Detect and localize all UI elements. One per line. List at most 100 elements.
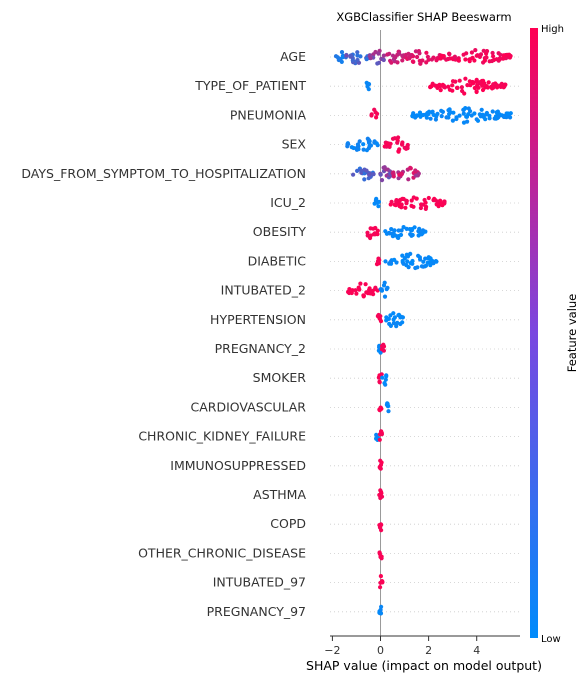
shap-point — [438, 88, 443, 93]
shap-point — [476, 85, 481, 90]
shap-point — [442, 85, 447, 90]
shap-point — [452, 55, 457, 60]
shap-point — [446, 84, 451, 89]
shap-point — [404, 198, 409, 203]
shap-point — [490, 109, 495, 114]
shap-point — [381, 57, 386, 63]
feature-label: DAYS_FROM_SYMPTOM_TO_HOSPITALIZATION — [21, 166, 306, 181]
shap-point — [359, 168, 364, 173]
shap-point — [378, 525, 383, 530]
shap-point — [437, 82, 442, 87]
shap-point — [454, 85, 460, 90]
shap-point — [408, 251, 413, 256]
shap-point — [373, 285, 378, 290]
shap-point — [421, 112, 426, 118]
shap-point — [430, 109, 435, 114]
shap-point — [497, 57, 502, 62]
feature-label: CARDIOVASCULAR — [191, 399, 307, 414]
shap-point — [389, 199, 394, 204]
shap-point — [432, 196, 437, 201]
shap-point — [414, 113, 420, 118]
feature-label: COPD — [270, 516, 306, 531]
shap-point — [469, 50, 474, 55]
feature-label: ICU_2 — [270, 195, 306, 210]
shap-point — [418, 205, 423, 211]
shap-point — [413, 265, 418, 271]
shap-point — [424, 50, 429, 55]
shap-point — [395, 140, 400, 145]
shap-point — [356, 285, 361, 290]
shap-point — [463, 106, 468, 111]
shap-point — [375, 61, 380, 66]
shap-point — [484, 110, 489, 116]
shap-point — [450, 79, 456, 84]
shap-point — [477, 112, 482, 117]
shap-point — [463, 57, 468, 62]
shap-point — [393, 55, 398, 60]
shap-point — [364, 168, 369, 173]
shap-point — [450, 118, 455, 123]
shap-point — [388, 141, 393, 146]
colorbar-title: Feature value — [565, 294, 576, 373]
shap-point — [381, 344, 386, 349]
shap-point — [381, 165, 386, 170]
shap-point — [477, 80, 482, 85]
shap-point — [505, 111, 510, 116]
shap-point — [418, 61, 423, 66]
shap-point — [426, 195, 431, 201]
shap-point — [496, 114, 501, 119]
shap-point — [349, 290, 354, 296]
shap-point — [491, 54, 496, 59]
shap-point — [367, 172, 372, 177]
shap-point — [376, 204, 381, 209]
shap-point — [378, 172, 383, 177]
shap-point — [379, 429, 384, 434]
shap-point — [381, 348, 386, 353]
shap-point — [357, 139, 362, 144]
feature-label: DIABETIC — [248, 253, 307, 268]
shap-point — [415, 54, 420, 60]
shap-point — [385, 141, 390, 146]
shap-point — [383, 259, 388, 264]
shap-point — [501, 56, 506, 61]
shap-point — [354, 291, 359, 296]
shap-point — [344, 53, 349, 58]
shap-point — [498, 52, 503, 57]
shap-point — [353, 288, 358, 293]
shap-point — [367, 286, 372, 291]
shap-point — [376, 51, 381, 56]
shap-point — [480, 83, 485, 88]
feature-label: OBESITY — [253, 224, 307, 239]
shap-point — [447, 107, 452, 112]
shap-point — [396, 312, 402, 317]
shap-point — [423, 200, 428, 205]
shap-point — [417, 51, 422, 56]
shap-point — [378, 585, 383, 590]
shap-point — [495, 85, 500, 90]
shap-point — [355, 142, 360, 147]
shap-point — [439, 53, 444, 58]
shap-point — [439, 108, 444, 113]
shap-point — [361, 142, 366, 147]
shap-point — [391, 317, 396, 322]
x-tick-label: 2 — [425, 644, 432, 657]
shap-point — [379, 178, 385, 183]
shap-point — [501, 114, 506, 119]
shap-point — [447, 52, 452, 57]
shap-point — [460, 88, 465, 94]
feature-label: PREGNANCY_2 — [215, 341, 306, 356]
shap-point — [363, 282, 368, 287]
shap-point — [377, 316, 382, 321]
shap-point — [461, 120, 467, 125]
shap-point — [375, 111, 380, 116]
shap-point — [375, 232, 380, 237]
shap-point — [361, 147, 366, 152]
shap-point — [391, 174, 396, 179]
shap-point — [377, 373, 382, 378]
shap-point — [409, 203, 414, 208]
shap-point — [413, 49, 418, 54]
shap-point — [392, 228, 397, 233]
shap-point — [355, 50, 360, 55]
shap-point — [408, 261, 413, 266]
